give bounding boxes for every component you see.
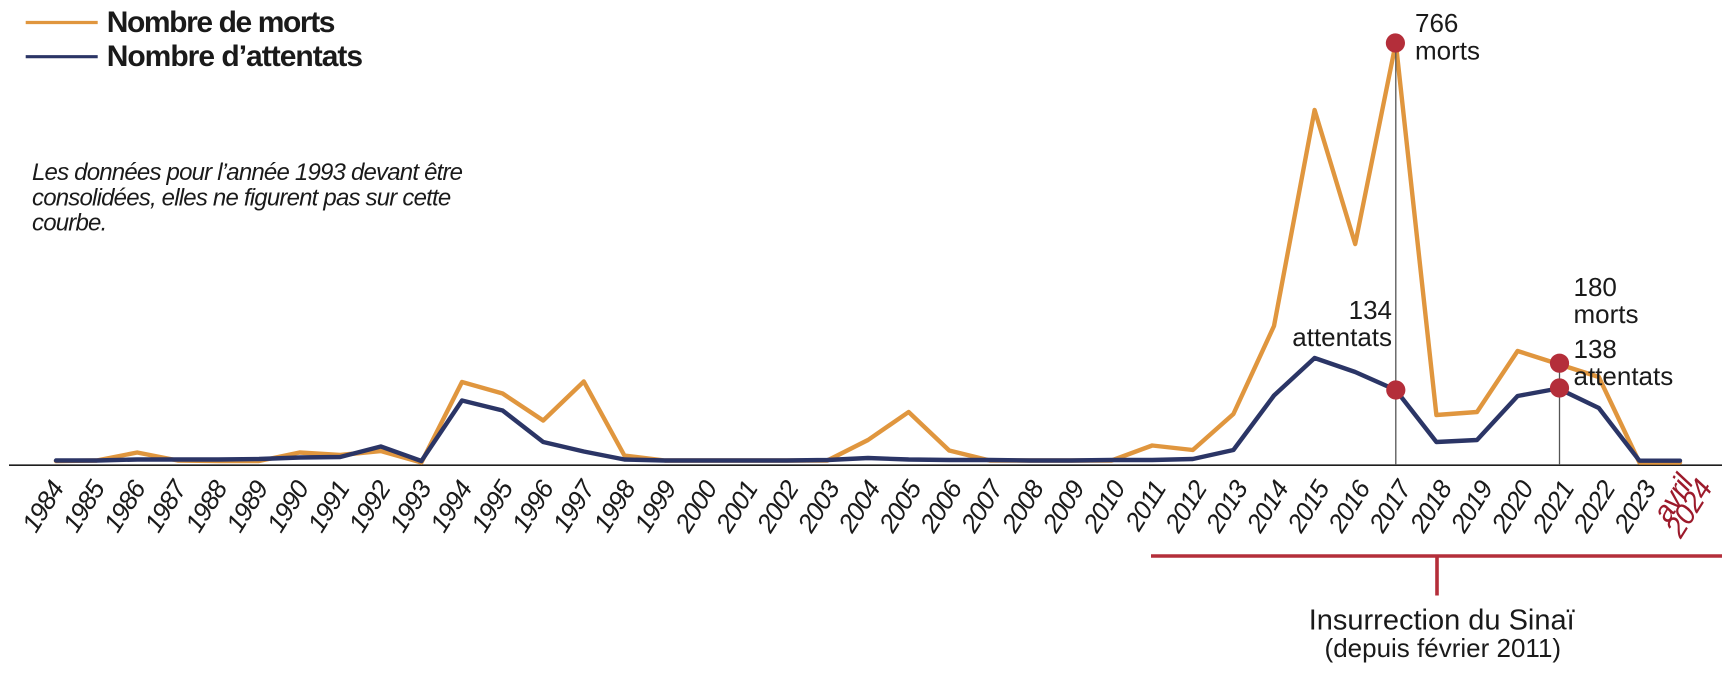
svg-text:2001: 2001: [709, 476, 764, 538]
svg-text:1994: 1994: [424, 475, 478, 537]
svg-text:morts: morts: [1415, 36, 1480, 66]
svg-text:1984: 1984: [16, 475, 70, 537]
svg-text:morts: morts: [1574, 299, 1639, 329]
svg-text:Nombre d’attentats: Nombre d’attentats: [107, 40, 363, 73]
svg-text:courbe.: courbe.: [32, 210, 106, 237]
svg-text:2020: 2020: [1485, 474, 1540, 538]
svg-text:1987: 1987: [138, 474, 193, 538]
svg-text:Nombre de morts: Nombre de morts: [107, 6, 335, 39]
svg-text:2005: 2005: [872, 474, 927, 538]
svg-text:138: 138: [1574, 334, 1617, 364]
svg-text:consolidées, elles ne figurent: consolidées, elles ne figurent pas sur c…: [32, 185, 451, 212]
svg-text:1985: 1985: [56, 474, 111, 537]
svg-text:1996: 1996: [505, 474, 560, 537]
svg-text:134: 134: [1349, 295, 1392, 325]
svg-text:2016: 2016: [1321, 474, 1376, 538]
svg-text:1998: 1998: [587, 474, 642, 537]
svg-text:2014: 2014: [1240, 475, 1295, 538]
svg-text:2004: 2004: [831, 475, 886, 538]
svg-text:1991: 1991: [301, 476, 355, 538]
svg-text:2017: 2017: [1362, 474, 1418, 539]
svg-text:1989: 1989: [220, 475, 274, 537]
svg-text:1995: 1995: [465, 474, 520, 537]
svg-text:1997: 1997: [546, 474, 601, 538]
svg-text:180: 180: [1574, 272, 1617, 302]
svg-text:avril2024: avril2024: [1643, 464, 1719, 544]
svg-text:2021: 2021: [1525, 476, 1580, 538]
svg-text:2008: 2008: [995, 474, 1050, 538]
svg-text:2013: 2013: [1199, 474, 1254, 538]
svg-text:1988: 1988: [179, 474, 234, 537]
svg-text:2009: 2009: [1036, 475, 1091, 538]
svg-text:2007: 2007: [954, 474, 1010, 539]
svg-text:1999: 1999: [628, 475, 682, 537]
svg-text:2010: 2010: [1076, 474, 1131, 538]
svg-text:1986: 1986: [97, 474, 152, 537]
svg-text:2011: 2011: [1118, 476, 1171, 537]
svg-text:(depuis février 2011): (depuis février 2011): [1325, 633, 1562, 663]
svg-text:Les données pour l’année 1993: Les données pour l’année 1993 devant êtr…: [32, 159, 463, 186]
svg-text:2003: 2003: [791, 474, 846, 538]
svg-text:1993: 1993: [383, 474, 438, 537]
svg-text:Insurrection du Sinaï: Insurrection du Sinaï: [1309, 605, 1575, 637]
svg-text:2012: 2012: [1158, 474, 1213, 538]
svg-text:2000: 2000: [668, 474, 723, 538]
svg-text:2019: 2019: [1444, 475, 1499, 538]
svg-text:766: 766: [1415, 8, 1458, 38]
svg-text:attentats: attentats: [1574, 361, 1674, 391]
svg-text:2022: 2022: [1566, 474, 1621, 538]
svg-text:2018: 2018: [1403, 474, 1458, 538]
svg-text:1990: 1990: [261, 474, 316, 537]
svg-text:1992: 1992: [342, 474, 397, 537]
svg-text:2002: 2002: [750, 474, 805, 538]
svg-text:2006: 2006: [913, 474, 968, 538]
svg-text:2015: 2015: [1280, 474, 1335, 538]
svg-text:attentats: attentats: [1292, 322, 1392, 352]
